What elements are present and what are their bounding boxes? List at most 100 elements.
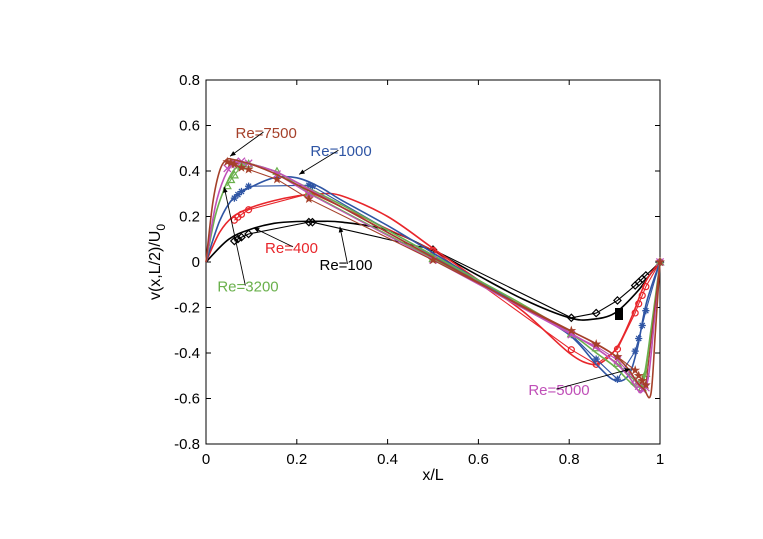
- data-point: [613, 355, 622, 365]
- data-point: [591, 308, 601, 318]
- series-marker-line: [234, 192, 661, 366]
- x-tick-label: 0.6: [468, 451, 489, 468]
- series-re-7500: [205, 156, 665, 399]
- data-point: [272, 174, 282, 184]
- annotation-arrowhead: [624, 368, 631, 373]
- annotation-label: Re=5000: [528, 382, 589, 399]
- data-point: [236, 162, 247, 172]
- data-point: [612, 351, 623, 361]
- series-re-3200: [205, 159, 665, 392]
- data-point: [637, 375, 648, 385]
- annotation-label: Re=100: [320, 257, 373, 274]
- annotation-re-100: Re=100: [320, 226, 373, 274]
- data-point: [638, 321, 646, 330]
- data-point: [304, 217, 314, 227]
- data-point: [592, 355, 600, 363]
- data-point: [566, 325, 577, 335]
- data-point: [642, 283, 650, 291]
- data-point: [640, 379, 651, 390]
- x-tick-label: 0.4: [377, 451, 398, 468]
- data-point: [226, 174, 236, 184]
- annotation-re-7500: Re=7500: [229, 125, 297, 157]
- data-point: [635, 334, 643, 343]
- data-point: [428, 254, 438, 265]
- data-point: [244, 182, 253, 190]
- data-point: [234, 191, 242, 199]
- annotation-label: Re=1000: [310, 143, 371, 160]
- annotation-label: Re=400: [265, 240, 318, 257]
- annotation-arrow: [298, 149, 339, 175]
- data-point: [307, 217, 317, 227]
- annotation-arrow: [223, 186, 246, 286]
- y-tick-label: -0.2: [174, 300, 200, 317]
- series-re-100: [205, 217, 665, 323]
- data-point: [303, 193, 314, 204]
- data-point: [230, 194, 238, 202]
- y-tick-label: -0.6: [174, 391, 200, 408]
- y-tick-label: 0.8: [179, 72, 200, 89]
- data-point: [631, 309, 639, 317]
- black-square-marker: [615, 308, 623, 320]
- data-point: [243, 164, 254, 174]
- x-tick-label: 0.2: [286, 451, 307, 468]
- data-point: [635, 300, 643, 308]
- annotation-re-3200: Re=3200: [217, 186, 279, 296]
- data-point: [229, 236, 239, 246]
- x-tick-label: 1: [656, 451, 664, 468]
- data-point: [567, 346, 575, 354]
- data-point: [222, 180, 232, 190]
- data-point: [229, 170, 239, 179]
- axis-ticks: 0 0.2 0.4 0.6 0.8 1 -0.8 -0.6 -0.4 -0.2 0 0.2 0.4 0.6…: [174, 72, 664, 468]
- data-point: [641, 270, 651, 280]
- annotation-arrow: [339, 226, 348, 265]
- data-point: [305, 181, 313, 189]
- y-tick-label: 0.6: [179, 118, 200, 135]
- data-point: [613, 375, 622, 383]
- data-point: [244, 206, 253, 214]
- series-line: [205, 161, 661, 394]
- y-tick-label: 0: [192, 254, 200, 271]
- annotation-arrowhead: [253, 227, 260, 233]
- data-point: [237, 232, 246, 242]
- series-re-400: [205, 189, 664, 368]
- data-point: [613, 296, 622, 305]
- y-tick-label: 0.4: [179, 163, 200, 180]
- series-line: [205, 220, 661, 321]
- data-point: [244, 229, 254, 239]
- y-axis-title-main: v(x,L/2)/U: [147, 231, 164, 300]
- annotation-arrowhead: [338, 226, 344, 233]
- x-axis-title: x/L: [422, 467, 443, 484]
- y-axis-title-sub: 0: [154, 224, 168, 231]
- series-layer: [205, 156, 665, 399]
- y-axis-title: v(x,L/2)/U0: [147, 224, 168, 300]
- data-point: [642, 307, 650, 315]
- series-line: [205, 192, 661, 366]
- data-point: [566, 313, 576, 323]
- x-tick-label: 0: [202, 451, 210, 468]
- series-marker-line: [234, 221, 661, 319]
- annotation-arrow: [229, 131, 264, 157]
- data-point: [655, 256, 665, 267]
- data-point: [308, 182, 317, 190]
- annotation-arrow: [253, 227, 294, 248]
- data-point: [591, 339, 602, 349]
- annotation-label: Re=3200: [217, 279, 278, 296]
- data-point: [229, 159, 240, 169]
- data-point: [638, 291, 646, 300]
- data-point: [237, 187, 246, 196]
- y-tick-label: -0.4: [174, 345, 200, 362]
- series-line: [205, 162, 661, 388]
- annotation-re-400: Re=400: [253, 227, 318, 257]
- x-tick-label: 0.8: [559, 451, 580, 468]
- annotation-re-5000: Re=5000: [528, 368, 631, 399]
- series-marker-line: [226, 160, 661, 390]
- annotation-arrowhead: [299, 169, 306, 175]
- y-tick-label: -0.8: [174, 436, 200, 453]
- data-point: [631, 347, 639, 355]
- data-point: [633, 370, 644, 380]
- y-tick-label: 0.2: [179, 209, 200, 226]
- annotation-arrowhead: [223, 186, 228, 193]
- data-point: [237, 210, 246, 219]
